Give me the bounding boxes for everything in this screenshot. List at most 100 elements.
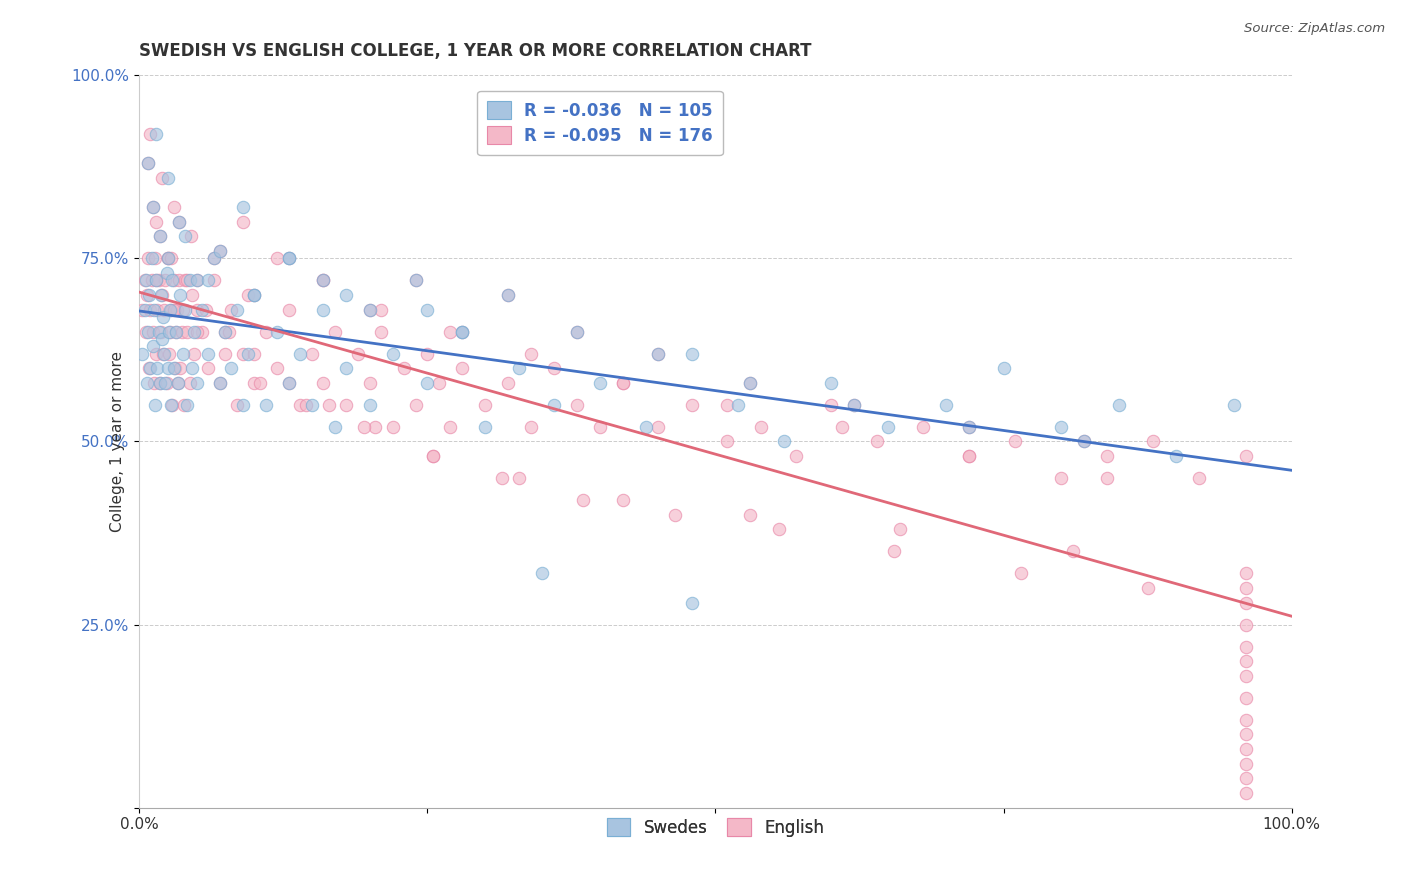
Point	[474, 398, 496, 412]
Point	[232, 346, 254, 360]
Point	[359, 302, 381, 317]
Point	[156, 361, 179, 376]
Point	[219, 302, 242, 317]
Point	[277, 252, 299, 266]
Point	[335, 288, 357, 302]
Point	[1136, 581, 1159, 595]
Point	[145, 273, 167, 287]
Point	[1234, 713, 1257, 727]
Point	[1234, 640, 1257, 654]
Point	[422, 449, 444, 463]
Point	[159, 302, 181, 317]
Point	[243, 288, 266, 302]
Point	[1188, 471, 1211, 485]
Point	[312, 273, 335, 287]
Point	[156, 252, 179, 266]
Point	[149, 229, 172, 244]
Point	[1062, 544, 1084, 558]
Y-axis label: College, 1 year or more: College, 1 year or more	[110, 351, 125, 532]
Point	[165, 325, 187, 339]
Point	[312, 302, 335, 317]
Point	[169, 273, 191, 287]
Point	[191, 325, 214, 339]
Point	[149, 325, 172, 339]
Point	[1234, 786, 1257, 800]
Point	[381, 419, 404, 434]
Point	[142, 376, 165, 390]
Point	[335, 398, 357, 412]
Point	[364, 419, 387, 434]
Point	[681, 596, 703, 610]
Point	[520, 346, 543, 360]
Point	[172, 302, 194, 317]
Point	[142, 200, 165, 214]
Point	[738, 376, 761, 390]
Point	[785, 449, 807, 463]
Point	[531, 566, 554, 581]
Point	[136, 325, 159, 339]
Point	[150, 288, 173, 302]
Point	[202, 252, 225, 266]
Point	[842, 398, 865, 412]
Point	[405, 273, 427, 287]
Point	[496, 376, 519, 390]
Point	[277, 302, 299, 317]
Point	[957, 419, 980, 434]
Point	[323, 325, 346, 339]
Point	[186, 273, 208, 287]
Point	[266, 325, 288, 339]
Point	[416, 376, 439, 390]
Point	[208, 376, 231, 390]
Point	[392, 361, 415, 376]
Point	[131, 302, 153, 317]
Point	[474, 419, 496, 434]
Point	[1097, 471, 1119, 485]
Point	[768, 522, 790, 536]
Point	[179, 376, 201, 390]
Point	[160, 252, 183, 266]
Point	[254, 325, 277, 339]
Point	[353, 419, 375, 434]
Point	[170, 325, 193, 339]
Point	[214, 325, 236, 339]
Point	[153, 346, 176, 360]
Point	[176, 273, 198, 287]
Point	[135, 325, 157, 339]
Point	[226, 302, 249, 317]
Point	[174, 229, 197, 244]
Point	[232, 398, 254, 412]
Point	[160, 398, 183, 412]
Point	[243, 376, 266, 390]
Point	[162, 273, 184, 287]
Point	[427, 376, 450, 390]
Point	[162, 361, 184, 376]
Point	[146, 302, 169, 317]
Point	[889, 522, 911, 536]
Point	[143, 398, 166, 412]
Point	[156, 376, 179, 390]
Point	[883, 544, 905, 558]
Point	[156, 266, 179, 280]
Point	[169, 361, 191, 376]
Point	[141, 252, 163, 266]
Point	[491, 471, 513, 485]
Point	[957, 449, 980, 463]
Point	[1234, 596, 1257, 610]
Point	[612, 493, 634, 508]
Point	[181, 361, 204, 376]
Point	[290, 346, 312, 360]
Point	[169, 215, 191, 229]
Point	[957, 449, 980, 463]
Point	[157, 346, 180, 360]
Point	[1108, 398, 1130, 412]
Point	[238, 288, 260, 302]
Point	[1097, 449, 1119, 463]
Point	[179, 273, 201, 287]
Point	[565, 325, 588, 339]
Point	[405, 273, 427, 287]
Point	[145, 346, 167, 360]
Point	[149, 288, 172, 302]
Point	[323, 419, 346, 434]
Point	[136, 376, 159, 390]
Point	[450, 325, 472, 339]
